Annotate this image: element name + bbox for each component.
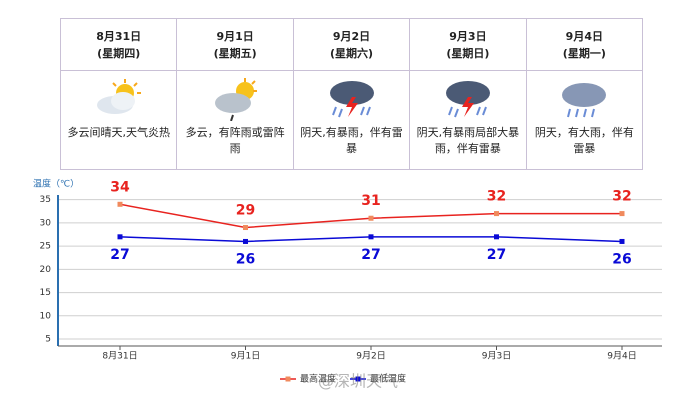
- point: [494, 211, 499, 217]
- watermark: @深圳天气: [318, 372, 398, 391]
- forecast-day: 9月4日 (星期一) 阴天，有大雨，伴有雷暴: [525, 19, 643, 169]
- weather-icon: [177, 71, 292, 121]
- y-tick-label: 25: [40, 242, 51, 252]
- y-axis-label: 温度（℃）: [33, 178, 79, 190]
- legend-label: 最低温度: [370, 373, 406, 385]
- y-tick-label: 35: [40, 195, 51, 205]
- description: 阴天，有大雨，伴有雷暴: [534, 126, 634, 155]
- icon: [562, 83, 607, 118]
- x-tick-label: 9月1日: [231, 351, 260, 362]
- icon: [96, 79, 141, 114]
- date: 9月3日: [449, 29, 487, 43]
- forecast-day: 9月3日 (星期日) 阴天,有暴雨局部大暴雨，伴有雷暴: [409, 19, 526, 169]
- weekday: (星期日): [446, 46, 490, 60]
- icon: [215, 78, 258, 121]
- description: 阴天,有暴雨，伴有雷暴: [300, 126, 403, 155]
- date: 8月31日: [96, 29, 142, 43]
- data-label: 27: [487, 247, 506, 263]
- icon: [329, 81, 374, 118]
- data-label: 34: [110, 179, 130, 195]
- weather-icon: [294, 71, 409, 121]
- day-header: 9月2日 (星期六): [293, 19, 410, 71]
- forecast-day: 8月31日 (星期四) 多云间晴天,天气炎热: [61, 19, 177, 169]
- y-tick-label: 10: [40, 311, 52, 321]
- forecast-day: 9月2日 (星期六) 阴天,有暴雨，伴有雷暴: [292, 19, 410, 169]
- date: 9月2日: [332, 29, 371, 43]
- data-label: 32: [612, 189, 631, 205]
- y-tick-label: 30: [40, 218, 52, 228]
- y-tick-label: 5: [45, 335, 51, 345]
- legend-marker: [285, 376, 291, 382]
- description: 多云，有阵雨或雷阵雨: [185, 126, 285, 155]
- point: [619, 238, 625, 244]
- data-label: 32: [487, 189, 506, 205]
- day-header: 9月1日 (星期五): [177, 19, 293, 71]
- data-label: 29: [236, 203, 255, 219]
- point: [494, 234, 499, 240]
- weekday: (星期一): [562, 46, 606, 60]
- x-tick-label: 9月3日: [482, 351, 511, 362]
- weather-icon: [410, 71, 525, 121]
- forecast-day: 9月1日 (星期五) 多云，有阵雨或雷阵雨: [176, 19, 293, 169]
- weather-icon: [527, 71, 642, 121]
- legend-marker: [355, 376, 361, 382]
- point: [619, 211, 625, 217]
- data-label: 27: [110, 247, 129, 263]
- weekday: (星期五): [213, 46, 257, 60]
- x-tick-label: 8月31日: [102, 351, 137, 362]
- y-tick-label: 20: [40, 265, 52, 275]
- legend-label: 最高温度: [300, 373, 336, 385]
- x-tick-label: 9月4日: [607, 351, 636, 362]
- point: [243, 225, 248, 231]
- weekday: (星期六): [329, 46, 374, 60]
- data-label: 27: [361, 247, 380, 263]
- point: [117, 201, 123, 207]
- date: 9月4日: [565, 29, 603, 43]
- data-label: 26: [236, 251, 255, 267]
- day-header: 9月3日 (星期日): [410, 19, 526, 71]
- data-label: 31: [361, 193, 380, 209]
- weekday: (星期四): [97, 46, 141, 60]
- description: 多云间晴天,天气炎热: [67, 126, 170, 139]
- point: [117, 234, 123, 240]
- description: 阴天,有暴雨局部大暴雨，伴有雷暴: [416, 126, 520, 155]
- day-header: 9月4日 (星期一): [526, 19, 643, 71]
- x-tick-label: 9月2日: [356, 351, 385, 362]
- data-label: 26: [612, 251, 631, 267]
- forecast-table: 8月31日 (星期四) 多云间晴天,天气炎热 9月1日 (星期五) 多云，有阵雨或雷阵雨 9…: [60, 18, 643, 170]
- icon: [445, 81, 490, 118]
- day-header: 8月31日 (星期四): [61, 19, 177, 71]
- weather-icon: [61, 71, 176, 121]
- date: 9月1日: [216, 29, 254, 43]
- point: [368, 234, 374, 240]
- point: [243, 238, 248, 244]
- point: [368, 215, 374, 221]
- y-tick-label: 15: [40, 288, 51, 298]
